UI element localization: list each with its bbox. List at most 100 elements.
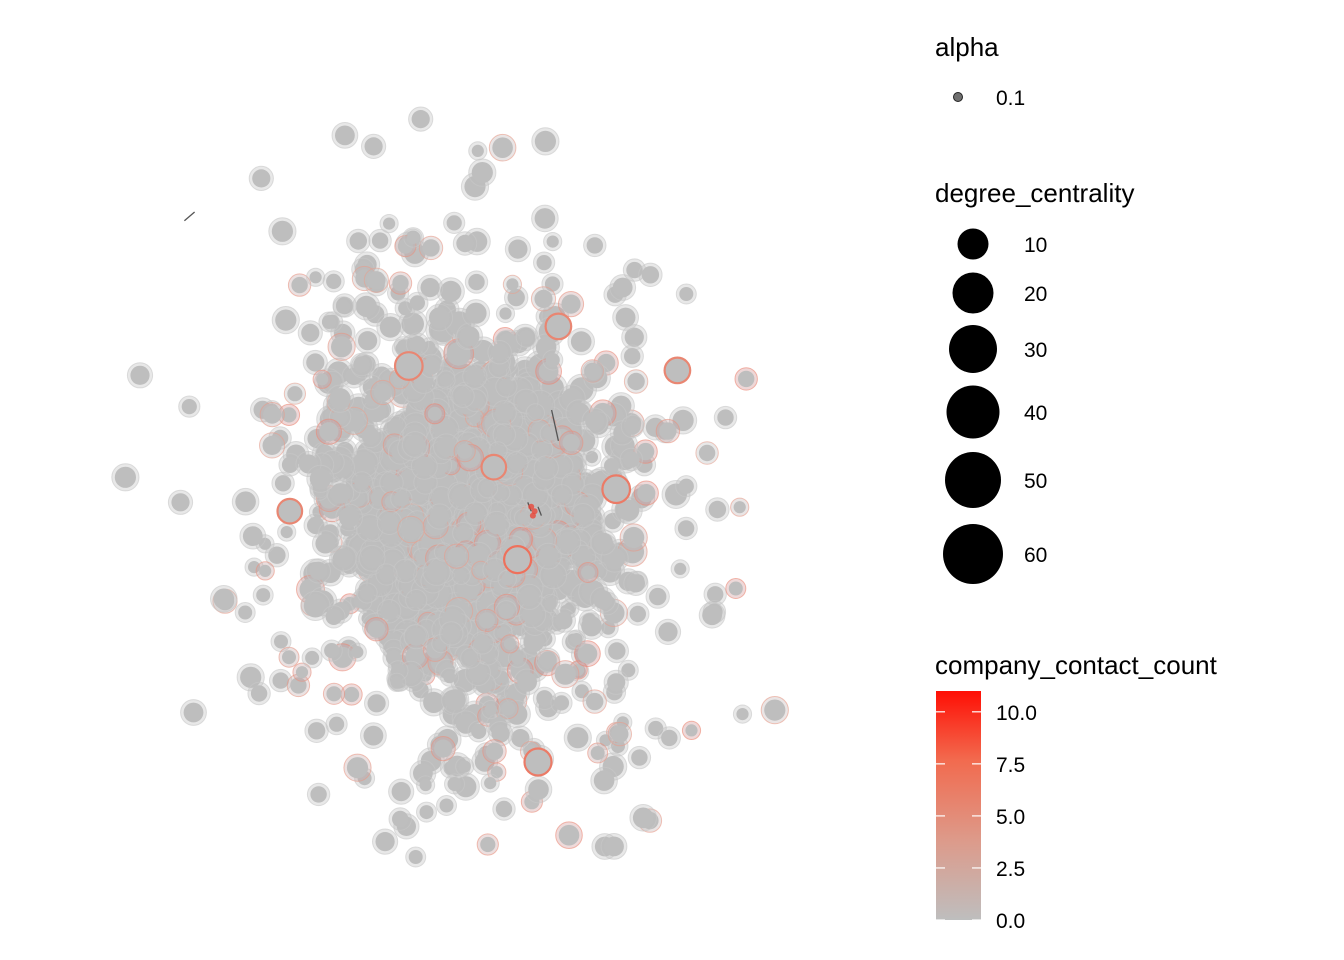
node-point (387, 617, 402, 632)
node-point (543, 426, 558, 441)
node-point (408, 850, 423, 864)
node-point (334, 548, 354, 568)
node-point (291, 276, 308, 294)
node-point (586, 237, 603, 254)
node-point (593, 590, 613, 610)
node-point (555, 611, 573, 630)
node-point (398, 301, 413, 316)
node-point (390, 676, 403, 689)
node-point (465, 367, 484, 386)
node-point (561, 294, 581, 314)
size-legend-key (946, 385, 1000, 439)
node-point (585, 363, 602, 381)
node-point (480, 480, 495, 495)
node-point (329, 388, 351, 410)
node-point (558, 824, 580, 846)
node-point (541, 376, 564, 400)
node-point (623, 526, 645, 549)
node-point (440, 280, 462, 302)
node-point (471, 162, 493, 184)
node-point (419, 778, 432, 792)
node-point (406, 232, 420, 245)
node-point (659, 422, 677, 440)
node-point (529, 406, 542, 419)
alpha-legend-title: alpha (935, 32, 999, 62)
highlighted-node (663, 356, 692, 385)
node-point (310, 786, 327, 803)
node-point (597, 353, 616, 373)
node-point (375, 832, 395, 852)
node-point (624, 418, 641, 435)
node-point (629, 605, 646, 623)
node-point (171, 493, 190, 512)
node-point (546, 235, 559, 248)
node-point (114, 466, 136, 488)
node-point (346, 757, 369, 779)
node-point (442, 624, 460, 643)
node-point (553, 695, 570, 711)
color-legend-label: 5.0 (996, 806, 1025, 829)
node-point (444, 689, 466, 711)
node-point (585, 411, 605, 431)
node-point (463, 651, 478, 665)
plot-panel (111, 106, 789, 868)
node-point (392, 274, 409, 292)
node-point (501, 573, 514, 586)
node-point (183, 702, 204, 723)
node-point (263, 405, 282, 424)
node-point (316, 373, 329, 386)
node-point (624, 348, 641, 365)
alpha-legend-label: 0.1 (996, 87, 1025, 110)
node-point (611, 725, 629, 743)
node-point (364, 137, 383, 156)
node-point (379, 316, 401, 338)
node-point (728, 581, 743, 596)
node-point (252, 169, 271, 188)
node-point (474, 634, 491, 651)
highlighted-node (601, 474, 632, 505)
node-point (631, 749, 648, 766)
node-point (363, 725, 384, 746)
node-point (593, 532, 613, 552)
node-point (637, 484, 656, 503)
node-point (274, 634, 288, 649)
size-legend-label: 30 (1024, 339, 1047, 362)
node-point (309, 468, 331, 490)
node-point (422, 357, 441, 375)
node-point (593, 770, 615, 791)
node-point (457, 443, 473, 459)
node-point (581, 615, 602, 637)
node-point (573, 506, 593, 525)
highlighted-node (523, 747, 553, 777)
node-point (256, 588, 271, 603)
node-point (534, 530, 554, 550)
size-legend-title: degree_centrality (935, 178, 1134, 208)
node-point (499, 307, 512, 320)
node-point (351, 646, 364, 659)
node-point (305, 650, 320, 665)
node-point (235, 491, 256, 512)
node-point (545, 353, 560, 367)
node-point (275, 309, 297, 331)
size-legend-key (957, 228, 989, 260)
node-point (181, 399, 197, 415)
node-point (506, 278, 519, 291)
node-point (519, 330, 534, 345)
node-point (495, 800, 513, 818)
node-point (423, 340, 436, 353)
node-point (367, 271, 386, 290)
node-point (454, 388, 472, 405)
node-point (355, 295, 377, 317)
alpha-legend-key (953, 92, 963, 102)
node-point (485, 742, 504, 760)
node-point (467, 505, 485, 523)
node-point (336, 299, 351, 314)
node-point (733, 501, 746, 514)
node-point (562, 434, 580, 452)
node-point (447, 777, 462, 791)
node-point (238, 605, 253, 620)
node-point (539, 651, 557, 669)
node-point (443, 671, 456, 684)
node-point (130, 365, 150, 385)
